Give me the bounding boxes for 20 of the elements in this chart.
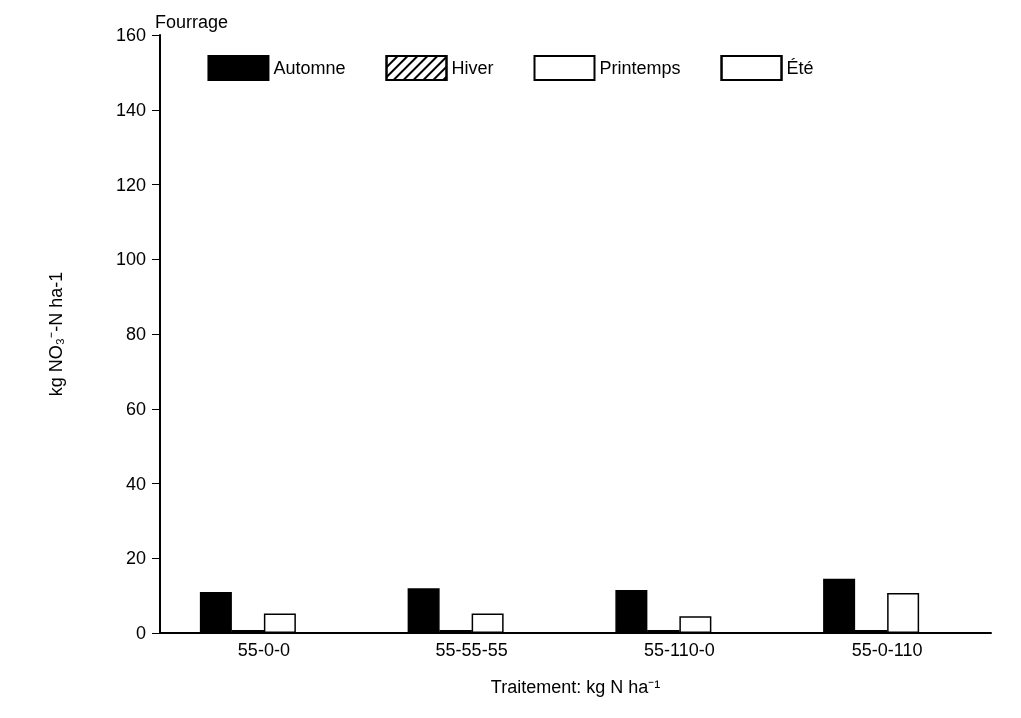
x-tick-label: 55-0-0 [237, 640, 290, 660]
legend-label: Été [786, 58, 814, 78]
legend-label: Printemps [599, 58, 681, 78]
x-tick-label: 55-55-55 [435, 640, 508, 660]
y-tick-label: 40 [125, 473, 146, 494]
y-tick-label: 60 [125, 398, 146, 419]
x-tick-label: 55-110-0 [644, 640, 715, 660]
y-tick-label: 140 [115, 99, 146, 120]
y-tick-label: 100 [115, 249, 146, 270]
y-tick-label: 20 [125, 548, 146, 569]
y-tick-label: 80 [125, 324, 146, 344]
y-axis-title: kg NO₃⁻-N ha-1 [46, 271, 66, 397]
x-axis-title: Traitement: kg N ha⁻¹ [490, 677, 661, 697]
legend-label: Automne [273, 58, 346, 78]
x-tick-label: 55-0-110 [851, 640, 923, 660]
legend-label: Hiver [451, 58, 494, 78]
chart-title: Fourrage [155, 12, 229, 32]
y-tick-label: 160 [115, 25, 146, 45]
y-tick-label: 0 [135, 623, 146, 643]
y-tick-label: 120 [115, 174, 146, 195]
